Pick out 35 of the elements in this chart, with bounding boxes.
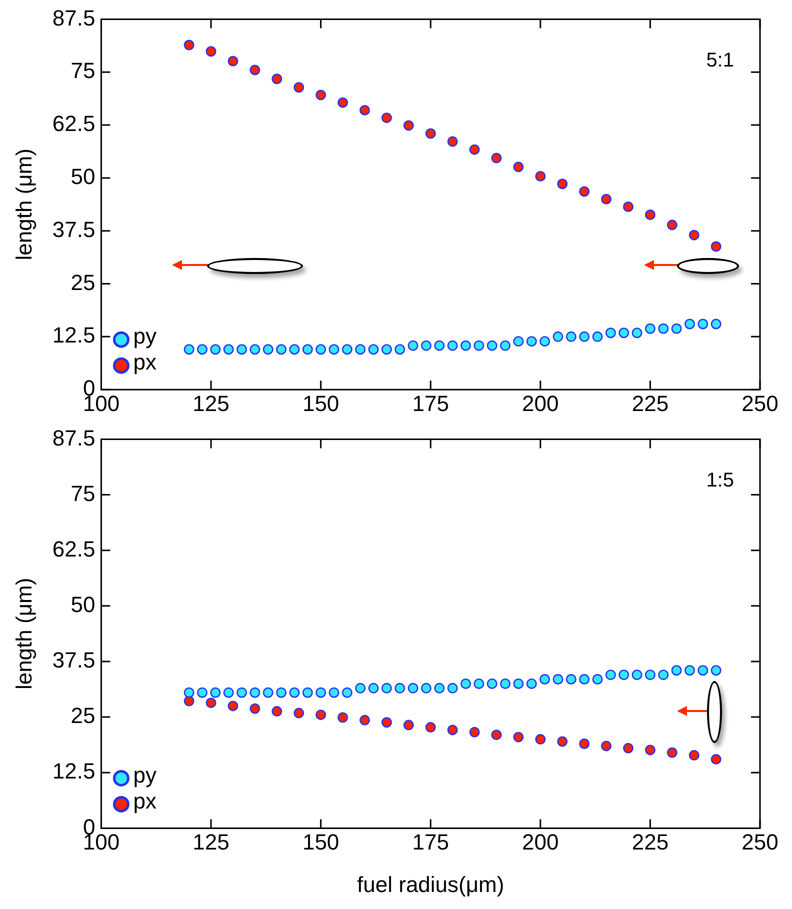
y-tick-label: 62.5 [52, 536, 96, 562]
y-tick-label: 12.5 [52, 758, 96, 784]
y-tick-label: 75 [70, 58, 96, 84]
y-tick-label: 75 [70, 480, 96, 506]
y-axis-title: length (μm) [11, 148, 36, 260]
x-tick-label: 250 [742, 829, 778, 854]
x-axis-title: fuel radius(μm) [357, 872, 504, 897]
x-tick-label: 125 [192, 390, 230, 416]
y-tick-label: 37.5 [52, 216, 96, 242]
y-tick-label: 50 [70, 164, 96, 190]
annotation: 5:1 [706, 50, 734, 72]
legend-label: px [133, 350, 156, 375]
x-tick-label: 250 [742, 390, 778, 416]
y-tick-label: 87.5 [52, 425, 96, 450]
y-tick-label: 50 [70, 592, 96, 617]
legend-label: py [133, 762, 156, 788]
x-tick-label: 175 [412, 390, 449, 416]
x-tick-label: 150 [302, 829, 340, 854]
annotation: 1:5 [706, 470, 734, 492]
y-tick-label: 25 [70, 703, 96, 728]
x-tick-label: 150 [302, 390, 340, 416]
x-tick-label: 175 [412, 829, 449, 854]
x-tick-label: 125 [192, 829, 230, 854]
legend-label: px [133, 788, 156, 814]
y-tick-label: 12.5 [52, 322, 96, 348]
x-tick-label: 225 [632, 390, 669, 416]
y-tick-label: 25 [70, 270, 96, 295]
legend-label: py [133, 324, 156, 349]
x-tick-label: 200 [522, 829, 559, 854]
x-tick-label: 225 [632, 829, 669, 854]
x-tick-label: 200 [522, 390, 559, 416]
y-tick-label: 62.5 [52, 111, 96, 136]
y-tick-label: 87.5 [52, 5, 96, 30]
y-tick-label: 37.5 [52, 648, 96, 673]
y-axis-title: length (μm) [11, 578, 36, 690]
